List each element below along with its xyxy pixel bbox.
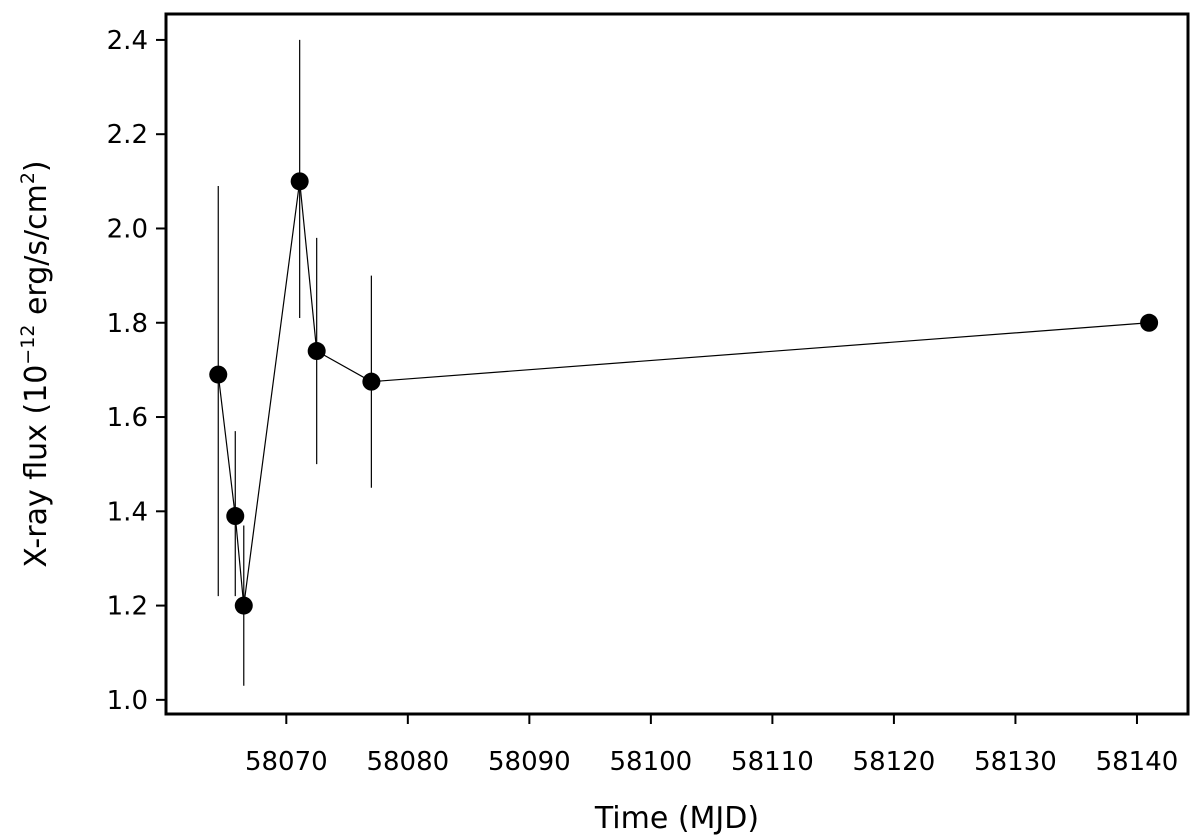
y-axis-ticks: 1.0 1.2 1.4 1.6 1.8 2.0 2.2 2.4 xyxy=(107,26,166,716)
x-axis-label: Time (MJD) xyxy=(594,801,759,836)
y-tick-label: 1.6 xyxy=(107,403,148,433)
series-line xyxy=(217,181,1150,606)
y-tick-label: 2.4 xyxy=(107,26,148,56)
y-tick-label: 1.2 xyxy=(107,592,148,622)
y-tick-label: 1.0 xyxy=(107,686,148,716)
x-tick-label: 58080 xyxy=(366,747,449,777)
x-tick-label: 58070 xyxy=(245,747,328,777)
plot-frame xyxy=(164,12,1190,716)
data-point xyxy=(1140,313,1159,332)
y-tick-label: 2.2 xyxy=(107,120,148,150)
x-tick-label: 58090 xyxy=(488,747,571,777)
y-axis-label-middle: erg/s/cm xyxy=(19,184,54,324)
x-tick-label: 58120 xyxy=(853,747,936,777)
data-point xyxy=(209,365,228,384)
y-tick-label: 2.0 xyxy=(107,214,148,244)
x-tick-label: 58100 xyxy=(610,747,693,777)
y-tick-label: 1.8 xyxy=(107,309,148,339)
x-tick-label: 58130 xyxy=(974,747,1057,777)
data-point xyxy=(226,507,245,526)
y-axis-label: X-ray flux (10−12 erg/s/cm2) xyxy=(17,160,54,567)
error-bar-group xyxy=(217,39,372,686)
series-line-group xyxy=(217,181,1150,606)
x-axis-ticks: 58070 58080 58090 58100 58110 58120 58130 58140 xyxy=(245,714,1178,777)
y-tick-label: 1.4 xyxy=(107,497,148,527)
data-point-group xyxy=(209,172,1159,615)
x-tick-label: 58110 xyxy=(731,747,814,777)
y-axis-label-exponent: −12 xyxy=(17,325,39,365)
data-point xyxy=(290,172,309,191)
y-axis-label-suffix: ) xyxy=(19,160,54,172)
y-axis-label-unit-exponent: 2 xyxy=(17,172,39,184)
x-tick-label: 58140 xyxy=(1096,747,1179,777)
data-point xyxy=(307,342,326,361)
data-point xyxy=(234,596,253,615)
data-point xyxy=(362,372,381,391)
y-axis-label-prefix: X-ray flux (10 xyxy=(19,365,54,568)
